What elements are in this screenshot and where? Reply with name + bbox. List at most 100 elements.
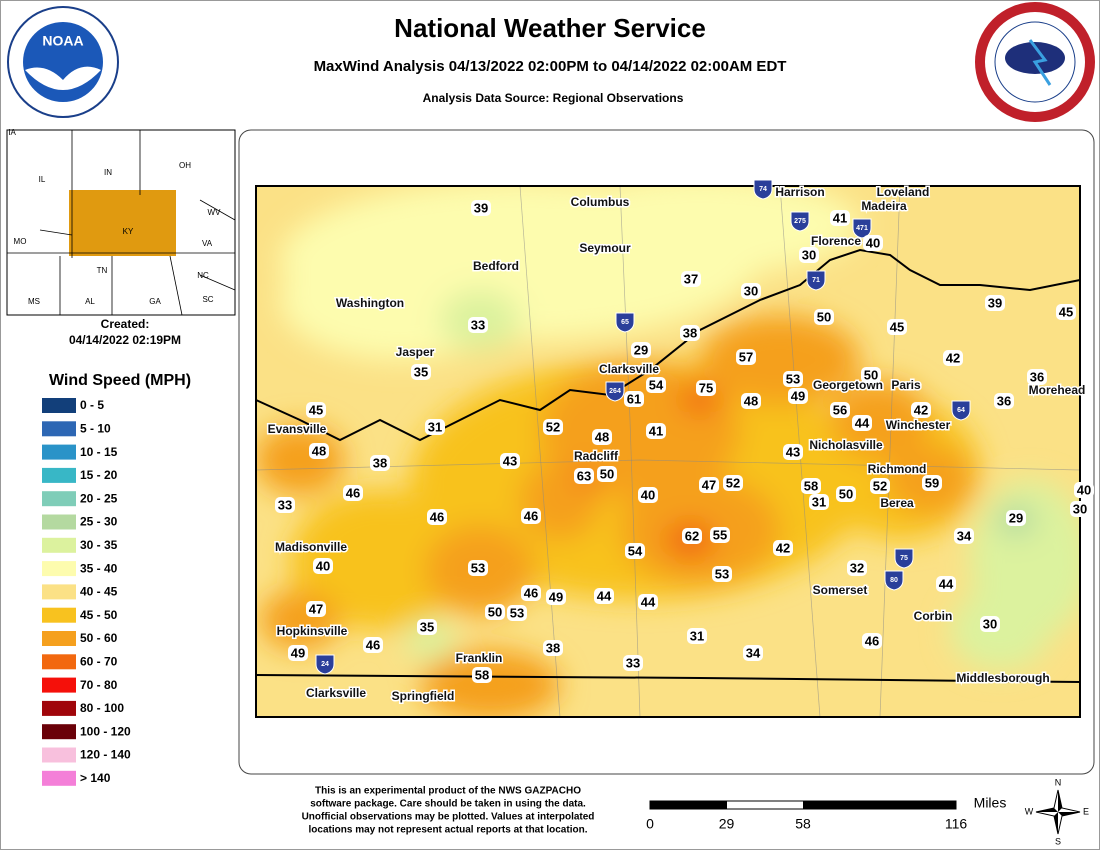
station-value: 46 (430, 509, 444, 524)
disclaimer-line: Unofficial observations may be plotted. … (302, 812, 595, 823)
interstate-shield (615, 312, 635, 333)
station-box (861, 367, 881, 383)
station-value: 48 (744, 393, 758, 408)
station-value: 58 (804, 478, 818, 493)
station-value: 30 (744, 283, 758, 298)
station-box (680, 325, 700, 341)
legend-swatch (42, 584, 76, 600)
station-box (699, 477, 719, 493)
station-box (743, 645, 763, 661)
station-box (954, 528, 974, 544)
station-box (783, 371, 803, 387)
interstate-shield (951, 400, 971, 421)
station-box (500, 453, 520, 469)
legend-title: Wind Speed (MPH) (49, 372, 191, 389)
station-box (288, 645, 308, 661)
state-boundary (255, 674, 1081, 683)
city-label: Florence (811, 234, 861, 248)
station-box (936, 576, 956, 592)
station-box (306, 601, 326, 617)
station-value: 53 (471, 560, 485, 575)
station-box (638, 487, 658, 503)
state-label: SC (202, 295, 213, 304)
created-time: 04/14/2022 02:19PM (69, 333, 181, 347)
legend-swatch (42, 537, 76, 553)
created-label: Created: (101, 317, 150, 331)
station-box (712, 566, 732, 582)
shade (830, 380, 930, 460)
station-box (313, 558, 333, 574)
legend-swatch (42, 491, 76, 507)
legend-label: 45 - 50 (80, 608, 118, 622)
scale-unit: Miles (974, 795, 1007, 811)
city-label: Richmond (868, 462, 927, 476)
station-value: 50 (817, 309, 831, 324)
legend-label: 20 - 25 (80, 491, 118, 505)
city-label: Seymour (579, 241, 631, 255)
station-box (723, 475, 743, 491)
disclaimer-line: This is an experimental product of the N… (315, 786, 581, 797)
state-label: AL (85, 297, 95, 306)
station-value: 30 (1073, 501, 1087, 516)
state-label: NC (197, 271, 209, 280)
city-label: Columbus (571, 195, 630, 209)
scale-tick-label: 29 (719, 816, 735, 832)
state-label: WV (208, 208, 222, 217)
station-value: 31 (428, 419, 442, 434)
station-box (887, 319, 907, 335)
shield-label: 80 (890, 577, 898, 584)
legend-label: 50 - 60 (80, 631, 118, 645)
station-box (911, 402, 931, 418)
station-value: 40 (1077, 482, 1091, 497)
city-label: Hopkinsville (277, 624, 348, 638)
legend-swatch (42, 631, 76, 646)
road (519, 186, 561, 717)
city-label: Berea (880, 496, 914, 510)
station-value: 50 (839, 486, 853, 501)
legend-label: 30 - 35 (80, 538, 118, 552)
station-box (788, 388, 808, 404)
station-value: 52 (726, 475, 740, 490)
disclaimer-line: locations may not represent actual repor… (309, 825, 588, 836)
subtitle: MaxWind Analysis 04/13/2022 02:00PM to 0… (314, 58, 787, 75)
station-box (624, 391, 644, 407)
station-value: 35 (420, 619, 434, 634)
station-value: 56 (833, 402, 847, 417)
station-value: 58 (475, 667, 489, 682)
station-box (830, 402, 850, 418)
scale-tick-label: 58 (795, 816, 811, 832)
station-value: 33 (626, 655, 640, 670)
station-value: 46 (865, 633, 879, 648)
state-label: IL (39, 175, 46, 184)
city-label: Bedford (473, 259, 519, 273)
station-value: 40 (641, 487, 655, 502)
station-box (546, 589, 566, 605)
station-value: 45 (1059, 304, 1073, 319)
station-value: 31 (690, 628, 704, 643)
map-border (255, 185, 1081, 718)
station-value: 30 (983, 616, 997, 631)
city-label: Winchester (886, 418, 951, 432)
station-box (994, 393, 1014, 409)
interstate-shield (315, 654, 335, 675)
compass-letter: S (1055, 836, 1061, 846)
city-label: Loveland (877, 185, 930, 199)
state-label: IA (8, 128, 16, 137)
city-label: Middlesborough (956, 671, 1049, 685)
station-value: 43 (786, 444, 800, 459)
inset-map (6, 129, 236, 316)
station-box (799, 247, 819, 263)
legend-swatch (42, 421, 76, 437)
title: National Weather Service (394, 13, 706, 43)
station-value: 63 (577, 468, 591, 483)
station-value: 49 (549, 589, 563, 604)
interstate-shield (605, 381, 625, 402)
shield-label: 71 (812, 277, 820, 284)
station-value: 52 (546, 419, 560, 434)
source: Analysis Data Source: Regional Observati… (423, 91, 684, 105)
interstate-shield (790, 211, 810, 232)
station-box (543, 419, 563, 435)
station-box (574, 468, 594, 484)
station-value: 29 (1009, 510, 1023, 525)
